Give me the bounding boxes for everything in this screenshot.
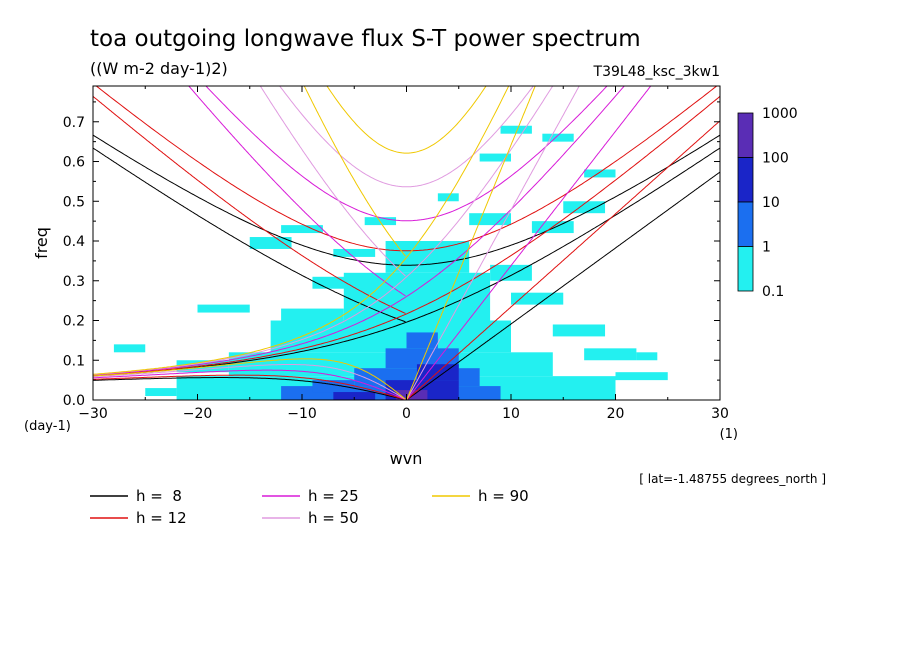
eig-n1-curve xyxy=(205,86,608,222)
eig-n1-curve xyxy=(279,86,534,188)
spectrum-cell xyxy=(479,153,511,162)
mrg-curve xyxy=(93,95,406,314)
y-tick-label: 0.3 xyxy=(63,274,85,290)
colorbar: 1000 100 10 1 0.1 xyxy=(737,106,798,300)
spectrum-cell xyxy=(469,213,511,226)
spectrum-cell xyxy=(281,225,323,234)
kelvin-wave-curve xyxy=(406,86,536,400)
spectrum-cell xyxy=(406,332,438,349)
legend-label: h = 12 xyxy=(136,509,187,527)
chart-units: ((W m-2 day-1)2) xyxy=(90,59,228,78)
x-tick-label: 30 xyxy=(711,406,729,422)
er-n1-curve xyxy=(93,369,406,400)
mrg-curve xyxy=(93,147,406,323)
spectrum-cell xyxy=(312,276,365,289)
x-tick-label: −10 xyxy=(287,406,317,422)
x-axis-unit: (1) xyxy=(720,427,738,442)
mrg-curve xyxy=(303,86,406,257)
colorbar-label: 1 xyxy=(762,240,771,256)
er-n1-curve xyxy=(93,374,406,400)
spectrum-cell xyxy=(584,348,637,361)
colorbar-label: 1000 xyxy=(762,106,798,122)
dispersion-curves xyxy=(93,86,720,400)
spectrum-cell xyxy=(563,201,606,214)
eig-n0-curve xyxy=(93,86,625,376)
mrg-curve xyxy=(259,86,406,277)
spectrum-cell xyxy=(615,372,668,381)
colorbar-swatch xyxy=(737,246,754,292)
colorbar-label: 0.1 xyxy=(762,284,784,300)
eig-n1-curve xyxy=(326,86,487,154)
kelvin-wave-curve xyxy=(406,171,720,400)
run-label: T39L48_ksc_3kw1 xyxy=(593,64,720,80)
y-axis-label: freq xyxy=(32,227,51,259)
eig-n0-curve xyxy=(93,95,720,377)
y-tick-label: 0.5 xyxy=(63,194,85,210)
spectrum-cell xyxy=(500,125,532,134)
eig-n1-curve xyxy=(93,134,720,266)
y-tick-label: 0.6 xyxy=(63,155,85,171)
spectrum-cell xyxy=(333,248,376,257)
spectrum-cell xyxy=(249,237,292,249)
y-tick-label: 0.7 xyxy=(63,115,85,131)
latitude-note: [ lat=-1.48755 degrees_north ] xyxy=(639,472,826,486)
spectrum-cell xyxy=(364,217,397,226)
spectrum-cell xyxy=(197,304,250,313)
colorbar-swatch xyxy=(737,157,754,203)
chart-title: toa outgoing longwave flux S-T power spe… xyxy=(90,26,641,52)
spectrum-heatmap xyxy=(113,125,668,400)
er-n1-curve xyxy=(93,364,406,400)
x-axis-label: wvn xyxy=(390,449,423,468)
kelvin-wave-curve xyxy=(406,86,580,400)
er-n1-curve xyxy=(93,377,406,400)
spectrum-cell xyxy=(490,264,532,281)
y-tick-label: 0.2 xyxy=(63,314,85,330)
spectrum-cell xyxy=(333,392,376,400)
spectrum-cell xyxy=(281,308,344,321)
kelvin-wave-curve xyxy=(406,86,652,400)
x-tick-label: −20 xyxy=(183,406,213,422)
spectrum-cell xyxy=(584,169,616,178)
eig-n0-curve xyxy=(93,86,510,375)
spectrum-cell xyxy=(552,324,606,337)
x-tick-label: −30 xyxy=(78,406,108,422)
mrg-curve xyxy=(188,86,406,297)
eig-n0-curve xyxy=(93,86,554,376)
legend: h = 8 h = 12 h = 25 h = 50 h = 90 xyxy=(90,487,529,527)
y-tick-label: 0.1 xyxy=(63,353,85,369)
x-tick-label: 0 xyxy=(402,406,411,422)
colorbar-swatch xyxy=(737,112,754,158)
legend-label: h = 25 xyxy=(308,487,359,505)
y-axis-unit: (day-1) xyxy=(24,419,71,434)
kelvin-wave-curve xyxy=(406,120,720,400)
er-n1-curve xyxy=(93,358,406,400)
y-tick-label: 0.4 xyxy=(63,234,85,250)
colorbar-label: 100 xyxy=(762,151,789,167)
y-tick-label: 0.0 xyxy=(63,393,85,409)
spectrum-cell xyxy=(385,348,459,369)
colorbar-swatch xyxy=(737,201,754,247)
x-tick-label: 10 xyxy=(502,406,520,422)
spectrum-cell xyxy=(636,352,658,361)
x-tick-label: 20 xyxy=(607,406,625,422)
spectrum-cell xyxy=(511,292,564,305)
eig-n1-curve xyxy=(95,86,718,252)
axes: −30 −20 −10 0 10 20 30 0.0 0.1 0.2 0.3 0.4 0.5 0.6 0.7 xyxy=(63,86,729,422)
spectrum-cell xyxy=(542,133,574,142)
spectrum-cell xyxy=(312,380,355,393)
legend-label: h = 8 xyxy=(136,487,182,505)
legend-label: h = 50 xyxy=(308,509,359,527)
spectrum-cell xyxy=(145,388,177,397)
colorbar-label: 10 xyxy=(762,195,780,211)
spectrum-cell xyxy=(113,344,146,353)
legend-label: h = 90 xyxy=(478,487,529,505)
